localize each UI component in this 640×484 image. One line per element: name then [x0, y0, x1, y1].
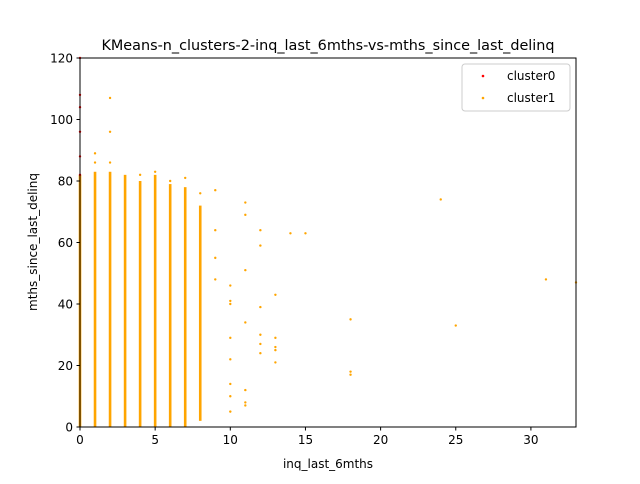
cluster1-point — [244, 404, 247, 407]
cluster1-point — [138, 173, 142, 177]
cluster1-point — [454, 324, 457, 327]
cluster1-column — [183, 187, 187, 427]
cluster1-point — [244, 268, 247, 272]
cluster1-point — [229, 284, 232, 287]
cluster1-point — [289, 232, 292, 235]
cluster1-point — [108, 161, 112, 164]
cluster1-point — [214, 229, 217, 232]
y-tick-label: 100 — [50, 113, 73, 127]
cluster1-point — [93, 152, 97, 155]
legend-label-cluster1: cluster1 — [507, 91, 555, 105]
x-axis-ticks: 0 5 10 15 20 25 30 — [76, 427, 539, 447]
cluster1-point — [259, 244, 262, 247]
x-tick-label: 5 — [151, 433, 159, 447]
y-tick-label: 40 — [58, 297, 73, 311]
legend-marker-cluster0 — [481, 74, 485, 78]
y-tick-label: 0 — [65, 420, 73, 434]
cluster1-point — [304, 232, 307, 235]
cluster1-point — [199, 192, 202, 195]
cluster1-point — [259, 305, 262, 309]
y-axis-label: mths_since_last_delinq — [26, 173, 40, 311]
cluster1-point — [259, 352, 262, 355]
cluster1-point — [244, 388, 247, 392]
cluster1-point — [244, 401, 247, 404]
y-axis-ticks: 0 20 40 60 80 100 120 — [50, 51, 80, 434]
cluster1-column — [198, 205, 202, 421]
cluster1-point — [214, 189, 217, 192]
cluster1-point — [349, 370, 352, 373]
cluster1-point — [229, 382, 232, 386]
cluster1-point — [229, 358, 232, 361]
cluster1-point — [259, 333, 262, 336]
cluster1-point — [168, 179, 172, 183]
x-tick-label: 10 — [223, 433, 238, 447]
cluster1-column — [153, 174, 157, 427]
cluster1-point — [544, 278, 548, 281]
cluster1-point — [259, 342, 262, 346]
chart-title: KMeans-n_clusters-2-inq_last_6mths-vs-mt… — [101, 38, 554, 54]
y-tick-label: 120 — [50, 51, 73, 65]
cluster1-point — [274, 336, 277, 340]
y-tick-label: 20 — [58, 359, 73, 373]
legend: cluster0 cluster1 — [461, 63, 571, 112]
cluster1-point — [214, 256, 217, 260]
cluster1-point — [108, 130, 112, 133]
plot-area — [80, 58, 576, 427]
cluster1-point — [153, 170, 157, 173]
y-tick-label: 80 — [58, 174, 73, 188]
cluster1-point — [93, 161, 97, 164]
cluster1-column — [168, 184, 172, 427]
cluster1-point — [214, 278, 217, 281]
legend-marker-cluster1 — [481, 96, 485, 100]
cluster1-point — [259, 229, 262, 232]
cluster1-point — [229, 410, 232, 413]
cluster1-point — [108, 96, 112, 100]
x-tick-label: 30 — [523, 433, 538, 447]
cluster1-column — [108, 171, 112, 427]
cluster1-column — [123, 174, 127, 427]
cluster1-point — [274, 345, 277, 349]
x-tick-label: 20 — [373, 433, 388, 447]
cluster1-point — [184, 176, 187, 180]
x-tick-label: 15 — [298, 433, 313, 447]
cluster1-point — [244, 213, 247, 217]
x-tick-label: 0 — [76, 433, 84, 447]
cluster1-point — [229, 336, 232, 340]
cluster1-point — [229, 302, 232, 306]
legend-label-cluster0: cluster0 — [507, 69, 555, 83]
cluster1-point — [274, 361, 277, 364]
cluster1-point — [439, 198, 442, 201]
x-tick-label: 25 — [448, 433, 463, 447]
plot-frame — [79, 57, 577, 428]
cluster1-point — [274, 293, 277, 296]
legend-box — [461, 63, 571, 112]
cluster1-point — [229, 395, 232, 398]
cluster1-column — [138, 181, 142, 427]
cluster1-point — [274, 348, 277, 352]
x-axis-label: inq_last_6mths — [283, 457, 373, 471]
y-tick-label: 60 — [58, 236, 73, 250]
cluster1-point — [349, 318, 352, 321]
cluster1-point — [229, 299, 232, 303]
cluster1-point — [244, 201, 247, 204]
cluster1-column — [93, 171, 97, 427]
cluster1-point — [349, 373, 352, 376]
cluster1-point — [244, 321, 247, 324]
